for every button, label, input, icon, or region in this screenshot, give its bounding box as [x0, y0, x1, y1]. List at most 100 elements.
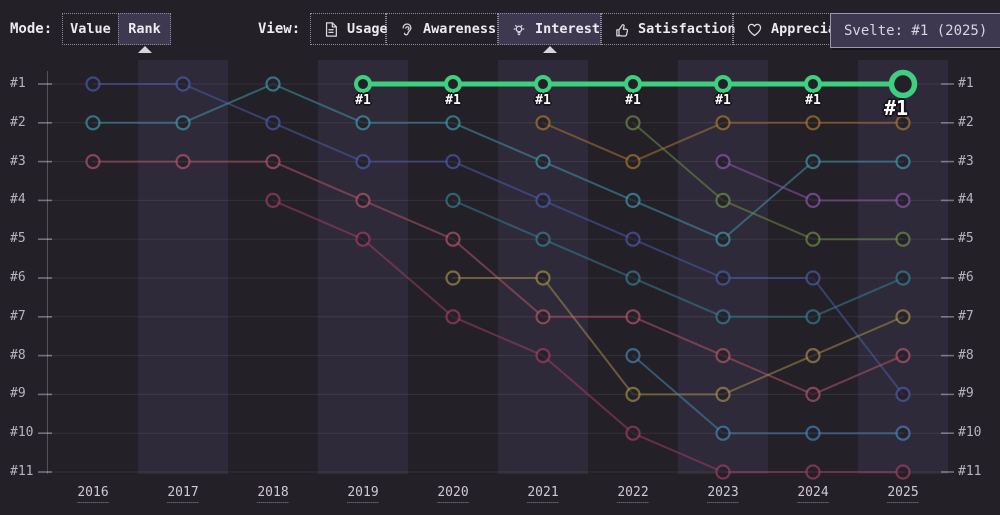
data-point-crimson-2019[interactable] — [355, 231, 371, 247]
mode-button-value[interactable]: Value — [62, 13, 119, 45]
data-point-violet-2025[interactable] — [895, 192, 911, 208]
data-point-indigo-2025[interactable] — [895, 386, 911, 402]
data-point-rose-2024[interactable] — [805, 386, 821, 402]
year-label-2016[interactable]: 2016 — [77, 485, 109, 503]
view-tab-usage[interactable]: Usage — [310, 13, 388, 45]
data-point-violet-2024[interactable] — [805, 192, 821, 208]
data-point-rose-2023[interactable] — [715, 348, 731, 364]
data-point-Svelte-2021[interactable] — [534, 75, 552, 93]
year-label-2022[interactable]: 2022 — [617, 485, 649, 503]
data-point-amber-2022[interactable] — [625, 154, 641, 170]
year-label-2023[interactable]: 2023 — [707, 485, 739, 503]
mode-button-rank-label: Rank — [128, 21, 161, 37]
data-point-moss-green-2024[interactable] — [805, 231, 821, 247]
data-point-indigo-2022[interactable] — [625, 231, 641, 247]
series-line-dark-teal — [452, 199, 904, 318]
data-point-crimson-2024[interactable] — [805, 464, 821, 480]
data-point-olive-2022[interactable] — [625, 386, 641, 402]
right-rank-label-2: #2 — [958, 114, 974, 130]
year-label-2017[interactable]: 2017 — [167, 485, 199, 503]
data-point-olive-2023[interactable] — [715, 386, 731, 402]
data-point-rose-2017[interactable] — [175, 154, 191, 170]
highlight-rank-label-2020: #1 — [445, 93, 461, 108]
data-point-teal-2017[interactable] — [175, 115, 191, 131]
mode-button-rank[interactable]: Rank — [118, 13, 171, 53]
data-point-olive-2021[interactable] — [535, 270, 551, 286]
data-point-indigo-2016[interactable] — [85, 76, 101, 92]
data-point-crimson-2022[interactable] — [625, 425, 641, 441]
data-point-amber-2024[interactable] — [805, 115, 821, 131]
year-label-2021[interactable]: 2021 — [527, 485, 559, 503]
data-point-teal-2016[interactable] — [85, 115, 101, 131]
year-label-2018[interactable]: 2018 — [257, 485, 289, 503]
view-tab-awareness[interactable]: Awareness — [386, 13, 498, 45]
data-point-crimson-2018[interactable] — [265, 192, 281, 208]
data-point-olive-2025[interactable] — [895, 309, 911, 325]
data-point-teal-2025[interactable] — [895, 154, 911, 170]
data-point-indigo-2024[interactable] — [805, 270, 821, 286]
data-point-rose-2021[interactable] — [535, 309, 551, 325]
data-point-teal-2022[interactable] — [625, 192, 641, 208]
mode-button-value-label: Value — [70, 21, 111, 37]
year-label-2019[interactable]: 2019 — [347, 485, 379, 503]
left-rank-label-3: #3 — [10, 153, 26, 169]
data-point-dark-teal-2022[interactable] — [625, 270, 641, 286]
data-point-rose-2022[interactable] — [625, 309, 641, 325]
data-point-crimson-2023[interactable] — [715, 464, 731, 480]
selected-caret — [137, 46, 152, 53]
data-point-steel-blue-2024[interactable] — [805, 425, 821, 441]
data-point-dark-teal-2025[interactable] — [895, 270, 911, 286]
data-point-rose-2018[interactable] — [265, 154, 281, 170]
data-point-Svelte-2022[interactable] — [624, 75, 642, 93]
year-label-2020[interactable]: 2020 — [437, 485, 469, 503]
data-point-indigo-2023[interactable] — [715, 270, 731, 286]
data-point-teal-2023[interactable] — [715, 231, 731, 247]
data-point-steel-blue-2022[interactable] — [625, 348, 641, 364]
data-point-crimson-2025[interactable] — [895, 464, 911, 480]
data-point-crimson-2021[interactable] — [535, 348, 551, 364]
data-point-moss-green-2022[interactable] — [625, 115, 641, 131]
data-point-indigo-2018[interactable] — [265, 115, 281, 131]
view-tab-satisfaction[interactable]: Satisfaction — [601, 13, 736, 45]
data-point-moss-green-2023[interactable] — [715, 192, 731, 208]
data-point-Svelte-2025[interactable] — [888, 69, 918, 99]
data-point-steel-blue-2023[interactable] — [715, 425, 731, 441]
view-tab-interest[interactable]: Interest — [498, 13, 601, 53]
data-point-teal-2018[interactable] — [265, 76, 281, 92]
data-point-Svelte-2023[interactable] — [714, 75, 732, 93]
data-point-dark-teal-2020[interactable] — [445, 192, 461, 208]
data-point-teal-2020[interactable] — [445, 115, 461, 131]
data-point-teal-2024[interactable] — [805, 154, 821, 170]
series-line-steel-blue — [632, 354, 904, 435]
data-point-rose-2019[interactable] — [355, 192, 371, 208]
year-label-2024[interactable]: 2024 — [797, 485, 829, 503]
data-point-rose-2016[interactable] — [85, 154, 101, 170]
data-point-teal-2019[interactable] — [355, 115, 371, 131]
data-point-olive-2020[interactable] — [445, 270, 461, 286]
data-point-teal-2021[interactable] — [535, 154, 551, 170]
data-point-indigo-2019[interactable] — [355, 154, 371, 170]
highlight-rank-label-2022: #1 — [625, 93, 641, 108]
year-label-2025[interactable]: 2025 — [887, 485, 919, 503]
data-point-dark-teal-2024[interactable] — [805, 309, 821, 325]
data-point-Svelte-2020[interactable] — [444, 75, 462, 93]
left-rank-label-11: #11 — [10, 464, 34, 479]
data-point-rose-2025[interactable] — [895, 348, 911, 364]
data-point-rose-2020[interactable] — [445, 231, 461, 247]
data-point-violet-2023[interactable] — [715, 154, 731, 170]
data-point-Svelte-2019[interactable] — [354, 75, 372, 93]
data-point-Svelte-2024[interactable] — [804, 75, 822, 93]
data-point-indigo-2017[interactable] — [175, 76, 191, 92]
data-point-crimson-2020[interactable] — [445, 309, 461, 325]
data-point-indigo-2021[interactable] — [535, 192, 551, 208]
data-point-olive-2024[interactable] — [805, 348, 821, 364]
data-point-dark-teal-2021[interactable] — [535, 231, 551, 247]
data-point-amber-2025[interactable] — [895, 115, 911, 131]
data-point-amber-2023[interactable] — [715, 115, 731, 131]
data-point-amber-2021[interactable] — [535, 115, 551, 131]
data-point-moss-green-2025[interactable] — [895, 231, 911, 247]
data-point-dark-teal-2023[interactable] — [715, 309, 731, 325]
highlight-rank-label-2024: #1 — [805, 93, 821, 108]
data-point-steel-blue-2025[interactable] — [895, 425, 911, 441]
data-point-indigo-2020[interactable] — [445, 154, 461, 170]
